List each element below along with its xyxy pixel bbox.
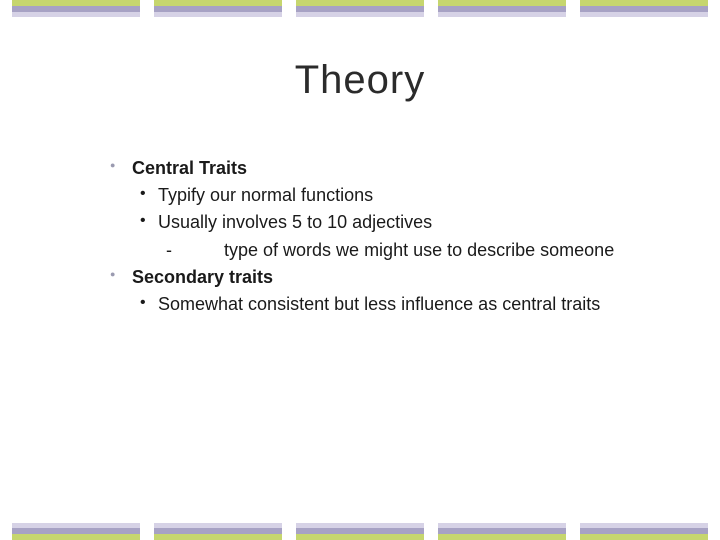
bullet-secondary-traits: Secondary traits [110, 265, 650, 290]
border-segment [580, 523, 708, 540]
sub-bullet: Typify our normal functions [110, 183, 650, 208]
border-segment [438, 523, 566, 540]
slide-title: Theory [0, 58, 720, 103]
border-segment [438, 0, 566, 17]
sub-bullet: Somewhat consistent but less influence a… [110, 292, 650, 317]
border-segment [154, 0, 282, 17]
sub-sub-text: type of words we might use to describe s… [224, 240, 614, 260]
slide-content: Central Traits Typify our normal functio… [110, 156, 650, 319]
bullet-central-traits: Central Traits [110, 156, 650, 181]
border-segment [296, 523, 424, 540]
sub-sub-bullet: -type of words we might use to describe … [122, 238, 650, 263]
border-segment [580, 0, 708, 17]
border-segment [12, 0, 140, 17]
dash: - [178, 238, 224, 263]
border-segment [296, 0, 424, 17]
border-segment [154, 523, 282, 540]
border-segment [12, 523, 140, 540]
sub-bullet: Usually involves 5 to 10 adjectives [110, 210, 650, 235]
bullet-head: Secondary traits [132, 267, 273, 287]
top-border [0, 0, 720, 17]
bottom-border [0, 523, 720, 540]
bullet-head: Central Traits [132, 158, 247, 178]
